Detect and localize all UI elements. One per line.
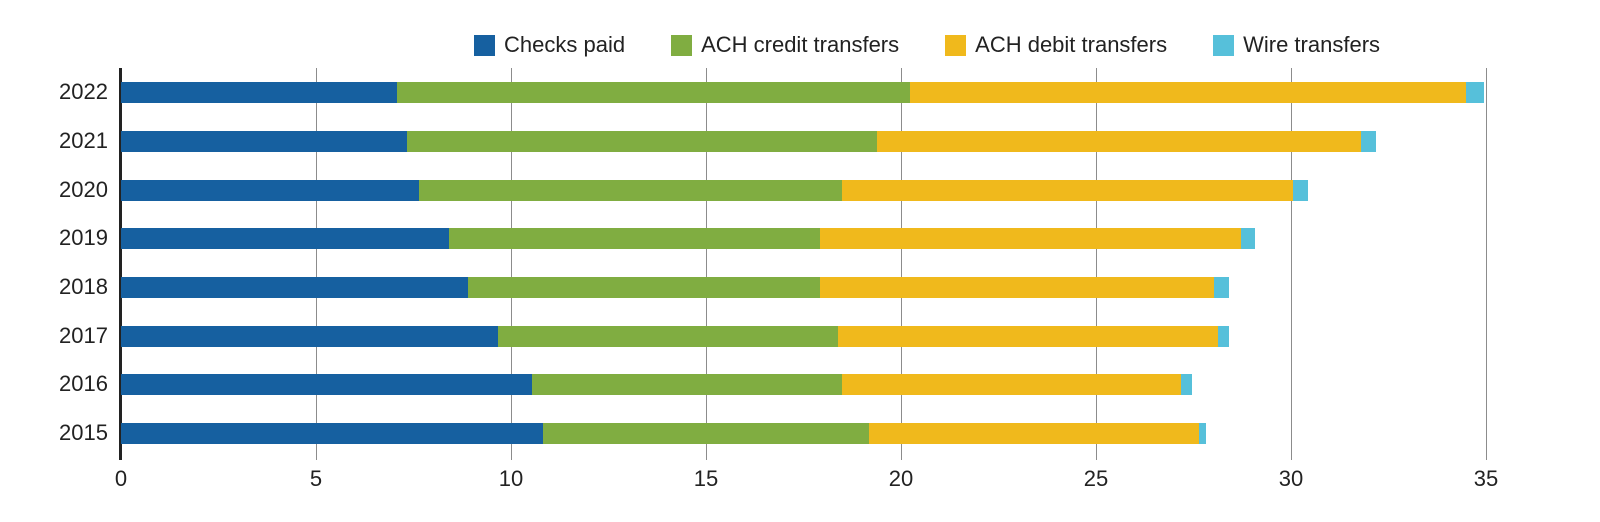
y-tick-label: 2017 bbox=[59, 323, 108, 348]
bar-2016 bbox=[121, 373, 1192, 395]
bar-segment-wire-transfers bbox=[1292, 179, 1308, 201]
bar-segment-ach-debit-transfers bbox=[838, 325, 1219, 347]
legend-item-ach-credit: ACH credit transfers bbox=[671, 32, 899, 58]
legend-label: ACH credit transfers bbox=[701, 32, 900, 57]
legend-label: Wire transfers bbox=[1243, 32, 1381, 57]
bar-segment-ach-debit-transfers bbox=[842, 179, 1293, 201]
bar-segment-checks-paid bbox=[121, 179, 419, 201]
bar-segment-ach-credit-transfers bbox=[467, 276, 820, 298]
bar-segment-wire-transfers bbox=[1180, 373, 1192, 395]
bar-segment-wire-transfers bbox=[1218, 325, 1230, 347]
x-tick-label: 25 bbox=[1083, 466, 1109, 491]
bar-segment-checks-paid bbox=[121, 373, 532, 395]
bar-segment-wire-transfers bbox=[1465, 81, 1485, 103]
legend-item-checks-paid: Checks paid bbox=[474, 32, 625, 58]
bar-segment-ach-credit-transfers bbox=[407, 130, 877, 152]
bar-segment-checks-paid bbox=[121, 276, 468, 298]
x-tick-label: 5 bbox=[309, 466, 323, 491]
bar-segment-ach-credit-transfers bbox=[449, 227, 820, 249]
legend-swatch-checks-paid bbox=[474, 34, 495, 56]
bar-segment-ach-credit-transfers bbox=[542, 422, 869, 444]
bar-segment-ach-credit-transfers bbox=[396, 81, 910, 103]
bar-segment-checks-paid bbox=[121, 422, 543, 444]
y-tick-label: 2022 bbox=[59, 79, 108, 104]
legend-swatch-wire bbox=[1213, 34, 1235, 56]
plot-area bbox=[119, 68, 1521, 460]
bar-2017 bbox=[121, 325, 1230, 347]
bar-segment-wire-transfers bbox=[1199, 422, 1207, 444]
legend-swatch-ach-debit bbox=[945, 34, 967, 56]
gridline-20 bbox=[901, 68, 902, 460]
y-tick-label: 2019 bbox=[59, 225, 108, 250]
bar-segment-ach-credit-transfers bbox=[418, 179, 843, 201]
bar-2020 bbox=[121, 179, 1308, 201]
legend-item-ach-debit: ACH debit transfers bbox=[945, 32, 1167, 58]
legend-label: Checks paid bbox=[504, 32, 626, 57]
x-tick-label: 35 bbox=[1473, 466, 1499, 491]
bar-segment-ach-credit-transfers bbox=[498, 325, 839, 347]
x-tick-label: 10 bbox=[498, 466, 524, 491]
y-tick-label: 2016 bbox=[59, 371, 108, 396]
bar-segment-checks-paid bbox=[121, 325, 499, 347]
gridline-5 bbox=[316, 68, 317, 460]
chart-legend: Checks paid ACH credit transfers ACH deb… bbox=[474, 30, 1380, 60]
y-tick-label: 2015 bbox=[59, 420, 108, 445]
gridline-35 bbox=[1486, 68, 1487, 460]
bar-segment-ach-debit-transfers bbox=[909, 81, 1466, 103]
bar-segment-checks-paid bbox=[121, 81, 397, 103]
y-tick-label: 2018 bbox=[59, 274, 108, 299]
gridline-10 bbox=[511, 68, 512, 460]
gridline-15 bbox=[706, 68, 707, 460]
bar-segment-ach-debit-transfers bbox=[876, 130, 1361, 152]
legend-label: ACH debit transfers bbox=[975, 32, 1168, 57]
gridline-30 bbox=[1291, 68, 1292, 460]
bar-2022 bbox=[121, 81, 1485, 103]
bar-segment-ach-credit-transfers bbox=[531, 373, 843, 395]
y-tick-label: 2021 bbox=[59, 128, 108, 153]
x-tick-label: 30 bbox=[1278, 466, 1304, 491]
bar-segment-wire-transfers bbox=[1240, 227, 1256, 249]
bar-2018 bbox=[121, 276, 1230, 298]
y-axis-line bbox=[119, 68, 122, 460]
bar-segment-ach-debit-transfers bbox=[819, 276, 1215, 298]
bar-segment-checks-paid bbox=[121, 130, 408, 152]
bar-segment-wire-transfers bbox=[1214, 276, 1230, 298]
x-tick-label: 15 bbox=[693, 466, 719, 491]
bar-segment-checks-paid bbox=[121, 227, 450, 249]
bar-segment-ach-debit-transfers bbox=[869, 422, 1200, 444]
bar-2021 bbox=[121, 130, 1376, 152]
bar-2015 bbox=[121, 422, 1207, 444]
bar-segment-ach-debit-transfers bbox=[819, 227, 1241, 249]
bar-2019 bbox=[121, 227, 1256, 249]
legend-item-wire: Wire transfers bbox=[1213, 32, 1380, 58]
x-tick-label: 20 bbox=[888, 466, 914, 491]
x-tick-label: 0 bbox=[114, 466, 128, 491]
bar-segment-ach-debit-transfers bbox=[842, 373, 1181, 395]
y-tick-label: 2020 bbox=[59, 177, 108, 202]
bar-segment-wire-transfers bbox=[1360, 130, 1376, 152]
legend-swatch-ach-credit bbox=[671, 34, 693, 56]
gridline-25 bbox=[1096, 68, 1097, 460]
